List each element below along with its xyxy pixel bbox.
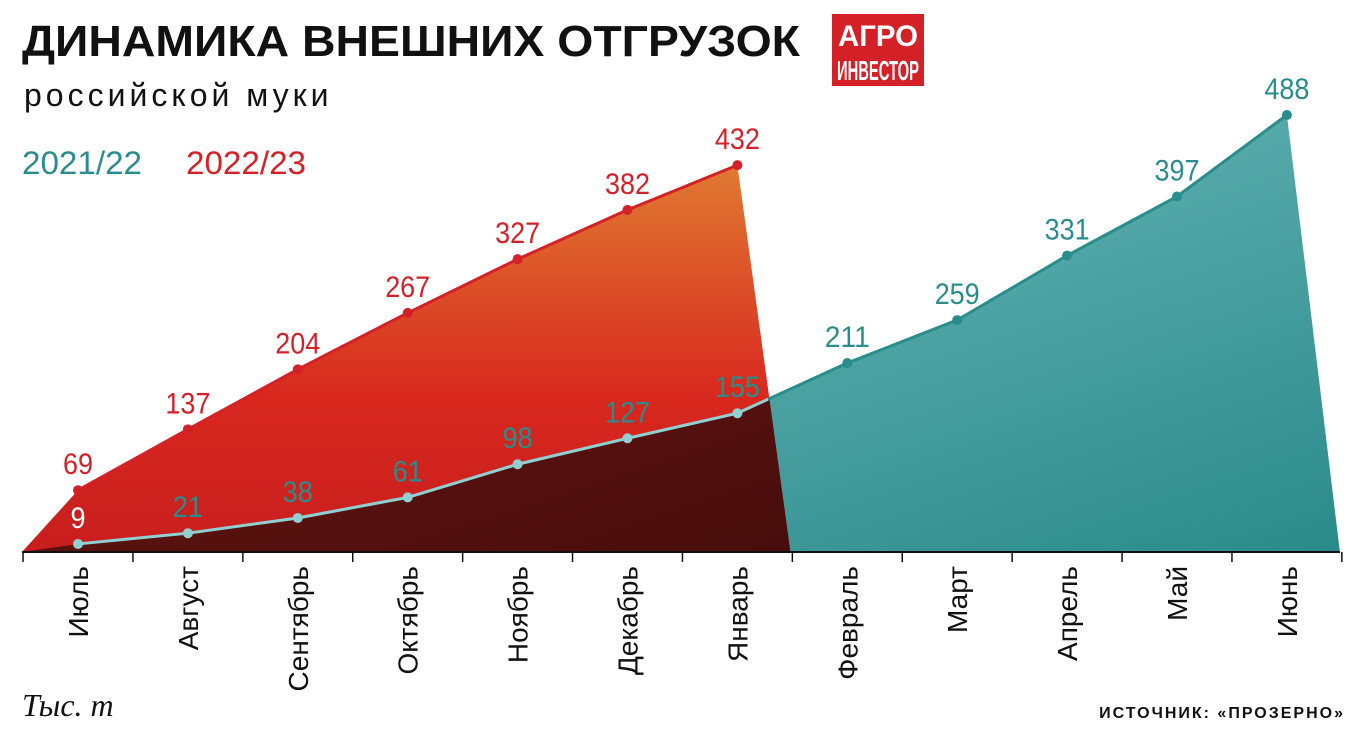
logo-text: ИНВЕСТОР xyxy=(837,55,919,86)
point xyxy=(842,358,853,369)
point xyxy=(73,538,83,549)
point xyxy=(1281,110,1292,120)
data-label: 61 xyxy=(393,455,423,488)
area xyxy=(22,115,1340,552)
point xyxy=(292,364,303,375)
data-label: 137 xyxy=(165,387,210,420)
x-tick-label: Апрель xyxy=(1052,566,1083,661)
chart-subtitle: российской муки xyxy=(24,77,333,113)
data-label: 9 xyxy=(71,502,86,535)
source: ИСТОЧНИК: «ПРОЗЕРНО» xyxy=(1099,705,1345,722)
point xyxy=(182,424,193,435)
point xyxy=(732,160,743,171)
point xyxy=(73,485,83,496)
data-label: 69 xyxy=(63,448,93,481)
point xyxy=(512,254,523,265)
x-tick-label: Ноябрь xyxy=(503,566,534,663)
logo-text: АГРО xyxy=(838,20,918,53)
logo xyxy=(832,14,924,86)
data-label: 155 xyxy=(715,371,760,404)
data-label: 397 xyxy=(1155,154,1200,187)
point xyxy=(622,204,633,215)
data-label: 327 xyxy=(495,217,540,250)
data-label: 331 xyxy=(1045,214,1090,247)
data-label: 127 xyxy=(605,396,650,429)
x-tick-label: Декабрь xyxy=(613,566,644,675)
x-tick-label: Сентябрь xyxy=(283,566,314,691)
data-label: 211 xyxy=(825,321,870,354)
point xyxy=(182,528,193,539)
data-label: 204 xyxy=(275,327,320,360)
x-tick-label: Январь xyxy=(722,566,753,662)
point xyxy=(952,315,963,326)
point xyxy=(402,492,413,503)
point xyxy=(622,433,633,444)
x-tick-label: Май xyxy=(1162,566,1193,621)
data-label: 267 xyxy=(385,271,430,304)
chart-title: ДИНАМИКА ВНЕШНИХ ОТГРУЗОК xyxy=(22,17,800,66)
point xyxy=(402,307,413,318)
unit-label: Тыс. т xyxy=(22,687,114,723)
x-tick-label: Август xyxy=(173,566,204,650)
line xyxy=(77,113,1288,546)
legend-entry: 2022/23 xyxy=(186,145,306,181)
x-tick-label: Июль xyxy=(63,566,94,637)
point xyxy=(1172,191,1182,202)
point xyxy=(732,408,743,419)
point xyxy=(1062,250,1073,261)
data-label: 21 xyxy=(173,491,203,524)
data-label: 432 xyxy=(715,123,760,156)
legend-entry: 2021/22 xyxy=(22,145,142,181)
data-label: 488 xyxy=(1264,73,1309,106)
data-label: 38 xyxy=(283,476,313,509)
x-tick-label: Март xyxy=(942,566,973,633)
x-tick-label: Октябрь xyxy=(393,566,424,675)
x-tick-label: Июнь xyxy=(1272,566,1303,637)
data-label: 259 xyxy=(935,278,980,311)
x-tick-label: Февраль xyxy=(832,566,863,680)
point xyxy=(292,512,303,523)
data-label: 98 xyxy=(503,422,533,455)
point xyxy=(512,459,523,470)
data-label: 382 xyxy=(605,168,650,201)
